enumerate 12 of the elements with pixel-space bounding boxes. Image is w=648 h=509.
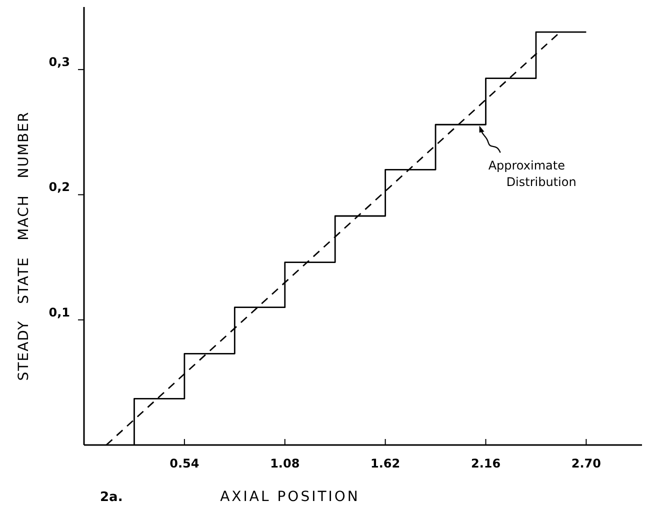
x-axis-title: AXIAL POSITION bbox=[220, 489, 360, 505]
x-tick-label: 0.54 bbox=[170, 456, 200, 471]
y-tick-label: 0,3 bbox=[48, 54, 70, 69]
x-tick-label: 1.62 bbox=[370, 456, 400, 471]
x-tick-label: 2.70 bbox=[571, 456, 602, 471]
text: 2a. bbox=[100, 490, 123, 505]
y-axis-title: STEADY STATE MACH NUMBER bbox=[16, 111, 32, 381]
y-tick-label: 0,2 bbox=[48, 180, 70, 194]
y-tick-label: 0,1 bbox=[48, 305, 70, 320]
x-tick-label: 2.16 bbox=[470, 456, 501, 471]
annotation: Approximate Distribution bbox=[488, 158, 576, 189]
x-tick-label: 1.08 bbox=[270, 456, 300, 471]
